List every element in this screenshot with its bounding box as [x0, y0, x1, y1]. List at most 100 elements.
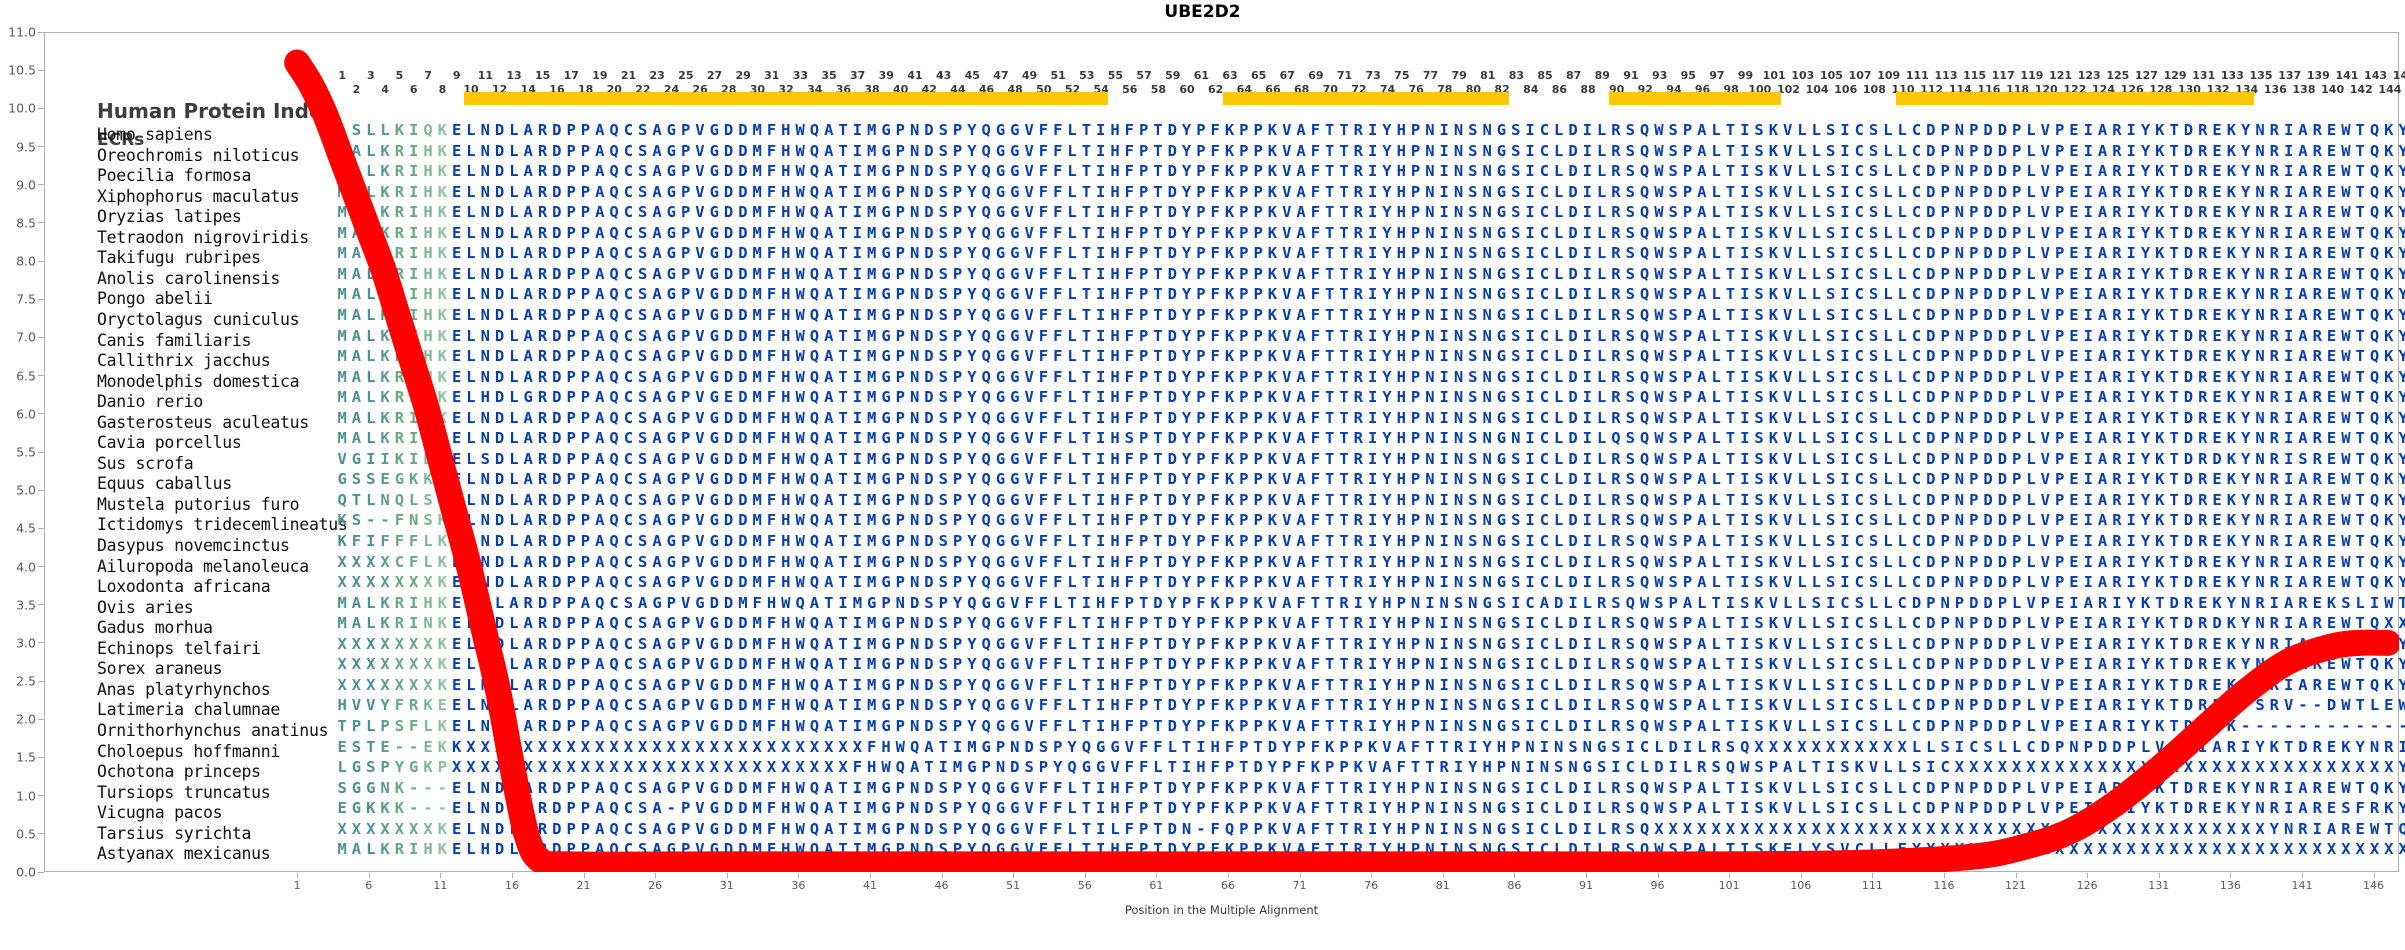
- ecr-bar[interactable]: [1609, 92, 1782, 105]
- column-number: 99: [1737, 69, 1754, 82]
- species-label[interactable]: Danio rerio: [97, 392, 203, 412]
- x-axis-tick-mark: [2158, 873, 2160, 878]
- species-label[interactable]: Oreochromis niloticus: [97, 145, 300, 165]
- column-number: 133: [2220, 69, 2244, 82]
- x-axis-tick-mark: [583, 873, 585, 878]
- column-number: 23: [649, 69, 665, 82]
- column-number: 53: [1079, 69, 1095, 82]
- y-axis-tick-label: 5.0: [16, 482, 36, 498]
- column-number: 3: [366, 69, 375, 82]
- species-label[interactable]: Sus scrofa: [97, 453, 194, 473]
- column-number: 31: [764, 69, 780, 82]
- species-label[interactable]: Monodelphis domestica: [97, 371, 300, 391]
- x-axis-tick-mark: [1299, 873, 1301, 878]
- ecr-bar[interactable]: [721, 92, 994, 105]
- species-label[interactable]: Gadus morhua: [97, 618, 213, 638]
- species-label[interactable]: Cavia porcellus: [97, 433, 242, 453]
- species-label[interactable]: Sorex araneus: [97, 659, 223, 679]
- x-axis-tick-label: 66: [1220, 879, 1235, 892]
- column-number: 5: [395, 69, 404, 82]
- species-label[interactable]: Ailuropoda melanoleuca: [97, 556, 309, 576]
- species-label[interactable]: Takifugu rubripes: [97, 248, 261, 268]
- y-axis-tick-mark: [38, 489, 44, 491]
- species-label[interactable]: Pongo abelii: [97, 289, 213, 309]
- y-axis-tick-mark: [38, 718, 44, 720]
- species-label[interactable]: Vicugna pacos: [97, 803, 223, 823]
- species-label[interactable]: Tursiops truncatus: [97, 782, 271, 802]
- x-axis-tick-label: 121: [2005, 879, 2027, 892]
- x-axis-tick-label: 11: [433, 879, 448, 892]
- ecr-bar[interactable]: [463, 92, 722, 105]
- species-label[interactable]: Tetraodon nigroviridis: [97, 227, 309, 247]
- ecr-bar[interactable]: [1222, 92, 1510, 105]
- species-label[interactable]: Gasterosteus aculeatus: [97, 412, 309, 432]
- ecr-bar-track: [335, 92, 2405, 105]
- column-number: 41: [907, 69, 923, 82]
- x-axis-tick-label: 106: [1790, 879, 1812, 892]
- species-label[interactable]: Oryzias latipes: [97, 207, 242, 227]
- ecr-bar[interactable]: [993, 92, 1109, 105]
- species-label[interactable]: Choloepus hoffmanni: [97, 741, 281, 761]
- y-axis-tick-mark: [38, 413, 44, 415]
- species-label[interactable]: Loxodonta africana: [97, 577, 271, 597]
- species-label[interactable]: Anas platyrhynchos: [97, 679, 271, 699]
- column-number: 73: [1365, 69, 1381, 82]
- species-label[interactable]: Canis familiaris: [97, 330, 252, 350]
- y-axis-tick-label: 7.0: [16, 329, 36, 345]
- column-number: 61: [1193, 69, 1210, 82]
- species-label[interactable]: Astyanax mexicanus: [97, 844, 271, 864]
- species-label[interactable]: Xiphophorus maculatus: [97, 186, 300, 206]
- x-axis-tick-mark: [869, 873, 871, 878]
- column-number: 15: [534, 69, 551, 82]
- species-label[interactable]: Callithrix jacchus: [97, 351, 271, 371]
- species-label[interactable]: Dasypus novemcinctus: [97, 536, 290, 555]
- x-axis-tick-mark: [2373, 873, 2375, 878]
- species-label[interactable]: Oryctolagus cuniculus: [97, 309, 300, 329]
- x-axis-tick-label: 131: [2148, 879, 2170, 892]
- y-axis-tick-mark: [38, 298, 44, 300]
- species-label[interactable]: Echinops telfairi: [97, 638, 261, 658]
- species-label[interactable]: Anolis carolinensis: [97, 268, 281, 288]
- x-axis-label: Position in the Multiple Alignment: [1124, 903, 1319, 917]
- species-label[interactable]: Ornithorhynchus anatinus: [97, 720, 329, 740]
- column-number: 83: [1508, 69, 1525, 82]
- species-label[interactable]: Equus caballus: [97, 474, 232, 494]
- species-label[interactable]: Ovis aries: [97, 597, 194, 617]
- column-number: 19: [592, 69, 608, 82]
- x-axis-tick-mark: [1013, 873, 1015, 878]
- species-label[interactable]: Mustela putorius furo: [97, 494, 300, 514]
- column-number: 63: [1222, 69, 1238, 82]
- x-axis-tick-mark: [726, 873, 728, 878]
- column-number: 71: [1336, 69, 1353, 82]
- y-axis-tick-mark: [38, 566, 44, 568]
- x-axis-tick-label: 16: [504, 879, 519, 892]
- x-axis-tick-label: 41: [862, 879, 877, 892]
- y-axis-tick-label: 10.0: [8, 100, 36, 116]
- species-label[interactable]: Poecilia formosa: [97, 166, 252, 186]
- species-label[interactable]: Ochotona princeps: [97, 762, 261, 782]
- x-axis-tick-mark: [941, 873, 943, 878]
- species-label[interactable]: Homo sapiens: [97, 125, 213, 144]
- x-axis-tick-label: 126: [2076, 879, 2098, 892]
- column-number: 123: [2077, 69, 2101, 82]
- ecr-bar[interactable]: [1895, 92, 2254, 105]
- species-label[interactable]: Latimeria chalumnae: [97, 700, 281, 720]
- species-label[interactable]: Tarsius syrichta: [97, 823, 252, 843]
- column-number: 103: [1791, 69, 1815, 82]
- species-label[interactable]: Ictidomys tridecemlineatus: [97, 515, 348, 535]
- column-number: 29: [735, 69, 751, 82]
- column-number: 21: [620, 69, 637, 82]
